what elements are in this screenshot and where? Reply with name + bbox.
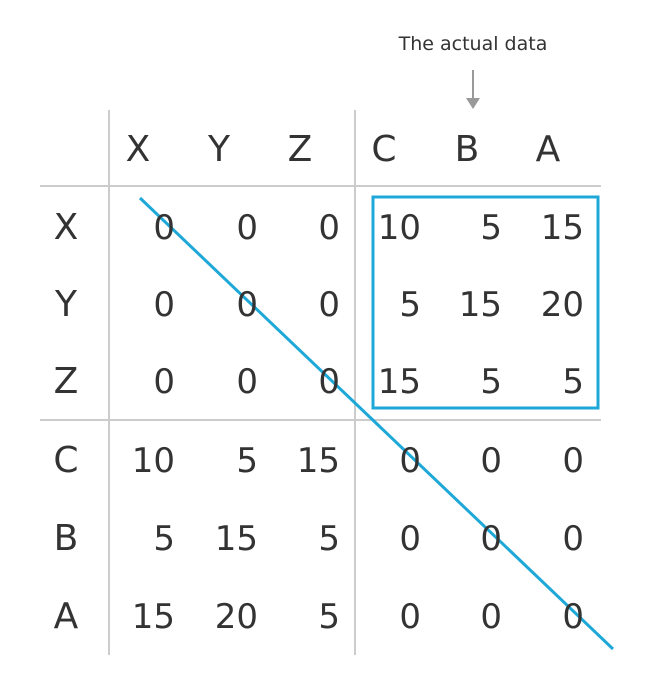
matrix-cell: 0 xyxy=(562,597,584,637)
row-header-x: X xyxy=(53,207,79,248)
matrix-cell: 0 xyxy=(399,597,421,637)
column-header-c: C xyxy=(371,129,397,170)
actual-data-annotation: The actual data xyxy=(398,33,548,55)
matrix-cell: 15 xyxy=(540,208,584,248)
matrix-cell: 0 xyxy=(318,362,340,402)
matrix-cell: 5 xyxy=(153,519,175,559)
annotation-arrow-head xyxy=(466,98,480,109)
matrix-cell: 0 xyxy=(562,441,584,481)
row-header-y: Y xyxy=(55,284,77,325)
matrix-cell: 5 xyxy=(236,441,258,481)
matrix-cell: 0 xyxy=(480,519,502,559)
row-header-a: A xyxy=(53,596,79,637)
matrix-cell: 20 xyxy=(540,285,584,325)
matrix-cell: 0 xyxy=(480,597,502,637)
column-header-z: Z xyxy=(287,129,313,170)
matrix-cell: 0 xyxy=(318,285,340,325)
matrix-cell: 0 xyxy=(399,441,421,481)
matrix-cell: 5 xyxy=(480,208,502,248)
matrix-cell: 0 xyxy=(236,285,258,325)
actual-data-highlight-box xyxy=(371,195,600,410)
row-header-z: Z xyxy=(53,361,79,402)
matrix-cell: 15 xyxy=(296,441,340,481)
matrix-cell: 15 xyxy=(131,597,175,637)
matrix-cell: 5 xyxy=(562,362,584,402)
matrix-cell: 15 xyxy=(377,362,421,402)
diagonal-line xyxy=(138,196,615,651)
matrix-cell: 15 xyxy=(214,519,258,559)
matrix-cell: 5 xyxy=(480,362,502,402)
matrix-cell: 5 xyxy=(318,597,340,637)
row-header-b: B xyxy=(53,518,79,559)
matrix-cell: 0 xyxy=(236,208,258,248)
matrix-cell: 0 xyxy=(236,362,258,402)
matrix-cell: 5 xyxy=(399,285,421,325)
column-header-b: B xyxy=(454,129,480,170)
column-header-x: X xyxy=(125,129,151,170)
matrix-cell: 10 xyxy=(131,441,175,481)
column-header-a: A xyxy=(535,129,561,170)
matrix-cell: 0 xyxy=(153,285,175,325)
matrix-cell: 20 xyxy=(214,597,258,637)
row-header-c: C xyxy=(53,440,79,481)
matrix-cell: 0 xyxy=(480,441,502,481)
matrix-cell: 0 xyxy=(562,519,584,559)
matrix-cell: 5 xyxy=(318,519,340,559)
matrix-cell: 0 xyxy=(399,519,421,559)
matrix-cell: 15 xyxy=(458,285,502,325)
matrix-cell: 0 xyxy=(153,362,175,402)
matrix-cell: 0 xyxy=(318,208,340,248)
column-header-y: Y xyxy=(208,129,230,170)
matrix-cell: 10 xyxy=(377,208,421,248)
matrix-cell: 0 xyxy=(153,208,175,248)
